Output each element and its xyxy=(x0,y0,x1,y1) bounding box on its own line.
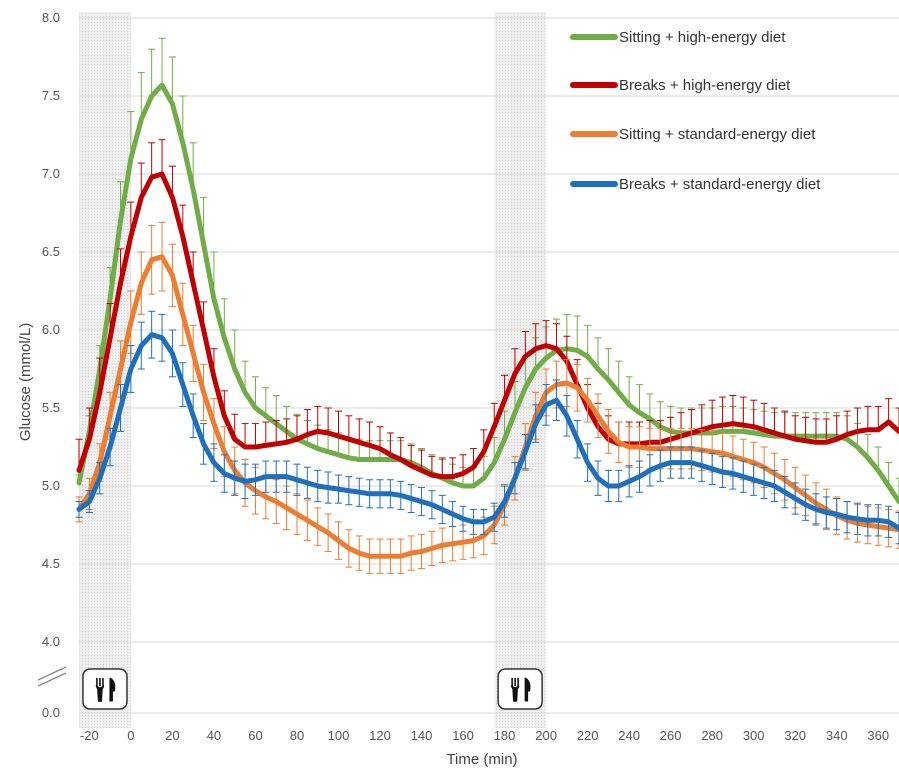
series-line xyxy=(76,82,899,505)
x-tick-label: 240 xyxy=(618,728,640,743)
meal-icons xyxy=(82,668,543,710)
series-2 xyxy=(75,139,899,480)
x-tick-label: 140 xyxy=(411,728,433,743)
axis-break-mark xyxy=(37,666,67,687)
x-tick-label: 160 xyxy=(452,728,474,743)
fork-knife-icon xyxy=(497,668,543,710)
legend-item: Breaks + high-energy diet xyxy=(570,77,791,94)
x-tick-label: -20 xyxy=(80,728,99,743)
legend: Sitting + high-energy diet Breaks + high-… xyxy=(570,29,821,193)
y-axis-title: Glucose (mmol/L) xyxy=(17,323,34,441)
x-tick-label: 260 xyxy=(660,728,682,743)
x-tick-label: 80 xyxy=(290,728,304,743)
gridlines xyxy=(79,17,899,714)
x-tick-label: 200 xyxy=(535,728,557,743)
legend-label: Breaks + standard-energy diet xyxy=(619,176,821,193)
y-tick-label: 5.5 xyxy=(42,400,60,415)
x-tick-label: 300 xyxy=(743,728,765,743)
x-tick-label: 0 xyxy=(127,728,134,743)
series-line xyxy=(76,254,899,559)
x-tick-label: 180 xyxy=(494,728,516,743)
y-tick-label: 5.0 xyxy=(42,478,60,493)
legend-item: Sitting + high-energy diet xyxy=(570,29,786,46)
meal-band-2 xyxy=(494,12,547,728)
y-tick-label: 6.5 xyxy=(42,244,60,259)
y-tick-label-break: 0.0 xyxy=(42,705,60,720)
series-line xyxy=(76,171,899,480)
series-layer xyxy=(75,37,899,574)
break-stroke xyxy=(37,666,67,681)
legend-item: Breaks + standard-energy diet xyxy=(570,176,821,193)
y-tick-label: 7.5 xyxy=(42,88,60,103)
x-tick-label: 320 xyxy=(784,728,806,743)
x-tick-label: 100 xyxy=(328,728,350,743)
legend-label: Sitting + high-energy diet xyxy=(619,29,786,46)
y-tick-label: 7.0 xyxy=(42,166,60,181)
series-line xyxy=(76,332,899,531)
meal-period-bands xyxy=(79,12,547,728)
x-tick-label: 20 xyxy=(165,728,179,743)
legend-item: Sitting + standard-energy diet xyxy=(570,126,816,143)
series-3 xyxy=(75,221,899,574)
legend-label: Breaks + high-energy diet xyxy=(619,77,791,94)
x-tick-label: 120 xyxy=(369,728,391,743)
y-tick-label: 6.0 xyxy=(42,322,60,337)
y-axis-ticks: 8.0 7.5 7.0 6.5 6.0 5.5 5.0 4.5 4.0 0.0 xyxy=(42,10,60,720)
x-tick-label: 220 xyxy=(577,728,599,743)
x-tick-label: 60 xyxy=(248,728,262,743)
break-stroke xyxy=(37,672,67,687)
legend-label: Sitting + standard-energy diet xyxy=(619,126,816,143)
x-tick-label: 340 xyxy=(826,728,848,743)
series-4 xyxy=(75,310,899,545)
x-axis-title: Time (min) xyxy=(446,751,517,768)
y-tick-label: 4.5 xyxy=(42,556,60,571)
x-tick-label: 40 xyxy=(207,728,221,743)
x-tick-label: 280 xyxy=(701,728,723,743)
x-tick-label: 360 xyxy=(867,728,889,743)
x-axis-ticks: -20 0 20 40 60 80 100 120 140 160 180 200 220 240 260 2… xyxy=(80,728,889,743)
y-tick-label: 4.0 xyxy=(42,634,60,649)
fork-knife-icon xyxy=(82,668,128,710)
error-bars xyxy=(75,310,899,545)
y-tick-label: 8.0 xyxy=(42,10,60,25)
